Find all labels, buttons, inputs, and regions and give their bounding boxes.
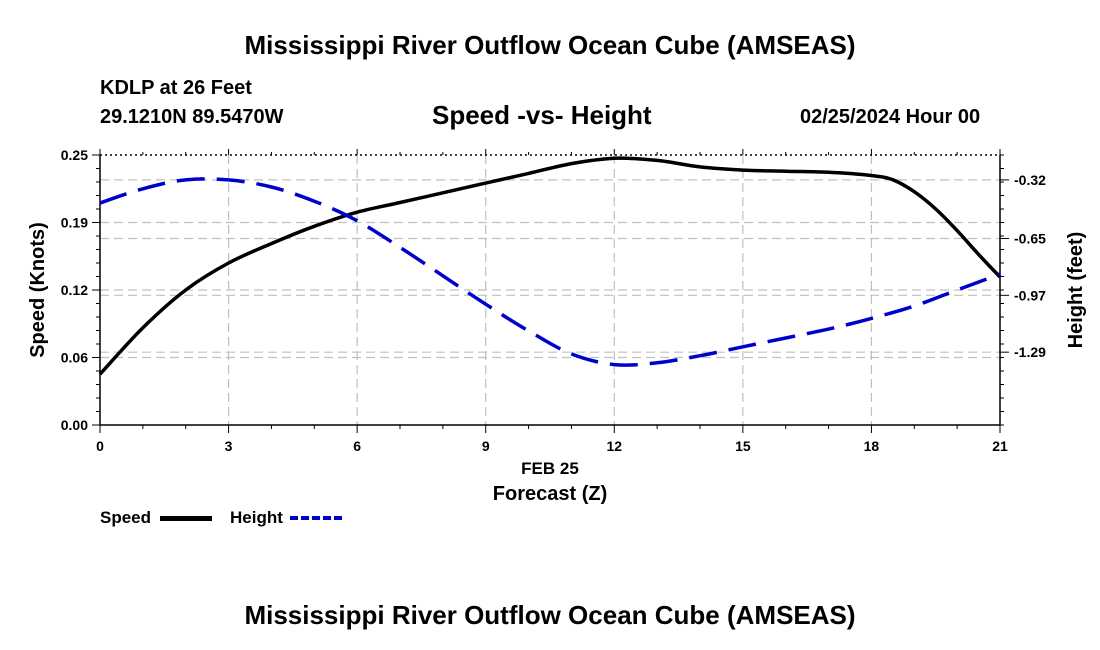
chart-subtitle: Speed -vs- Height [432,100,652,130]
x-axis-date-label: FEB 25 [521,459,579,478]
coordinates-label: 29.1210N 89.5470W [100,106,284,128]
x-tick-label: 0 [96,438,104,454]
footer-title: Mississippi River Outflow Ocean Cube (AM… [244,600,856,630]
series-line-height [99,177,1001,367]
y-right-tick-label: -0.32 [1014,172,1046,188]
y-left-tick-label: 0.25 [61,147,88,163]
x-axis-title: Forecast (Z) [493,483,607,505]
legend-speed-label: Speed [100,508,152,527]
y-right-axis-title: Height (feet) [1065,232,1087,349]
x-tick-label: 21 [992,438,1008,454]
x-tick-label: 9 [482,438,490,454]
legend-height-label: Height [230,508,283,527]
series-line-speed [98,156,1002,376]
x-tick-label: 15 [735,438,751,454]
x-tick-label: 18 [864,438,880,454]
x-tick-label: 12 [606,438,622,454]
main-title: Mississippi River Outflow Ocean Cube (AM… [244,30,856,60]
y-left-axis-title: Speed (Knots) [27,222,49,358]
x-tick-label: 3 [225,438,233,454]
x-tick-label: 6 [353,438,361,454]
datetime-label: 02/25/2024 Hour 00 [800,106,981,128]
station-label: KDLP at 26 Feet [100,77,252,99]
y-left-tick-label: 0.12 [61,282,88,298]
y-right-tick-label: -0.65 [1014,230,1046,246]
y-left-tick-label: 0.00 [61,417,88,433]
y-right-tick-label: -0.97 [1014,287,1046,303]
y-left-tick-label: 0.06 [61,350,88,366]
y-right-tick-label: -1.29 [1014,344,1046,360]
legend-speed-swatch [160,516,212,521]
legend-height-swatch [290,516,342,520]
y-left-tick-label: 0.19 [61,215,88,231]
